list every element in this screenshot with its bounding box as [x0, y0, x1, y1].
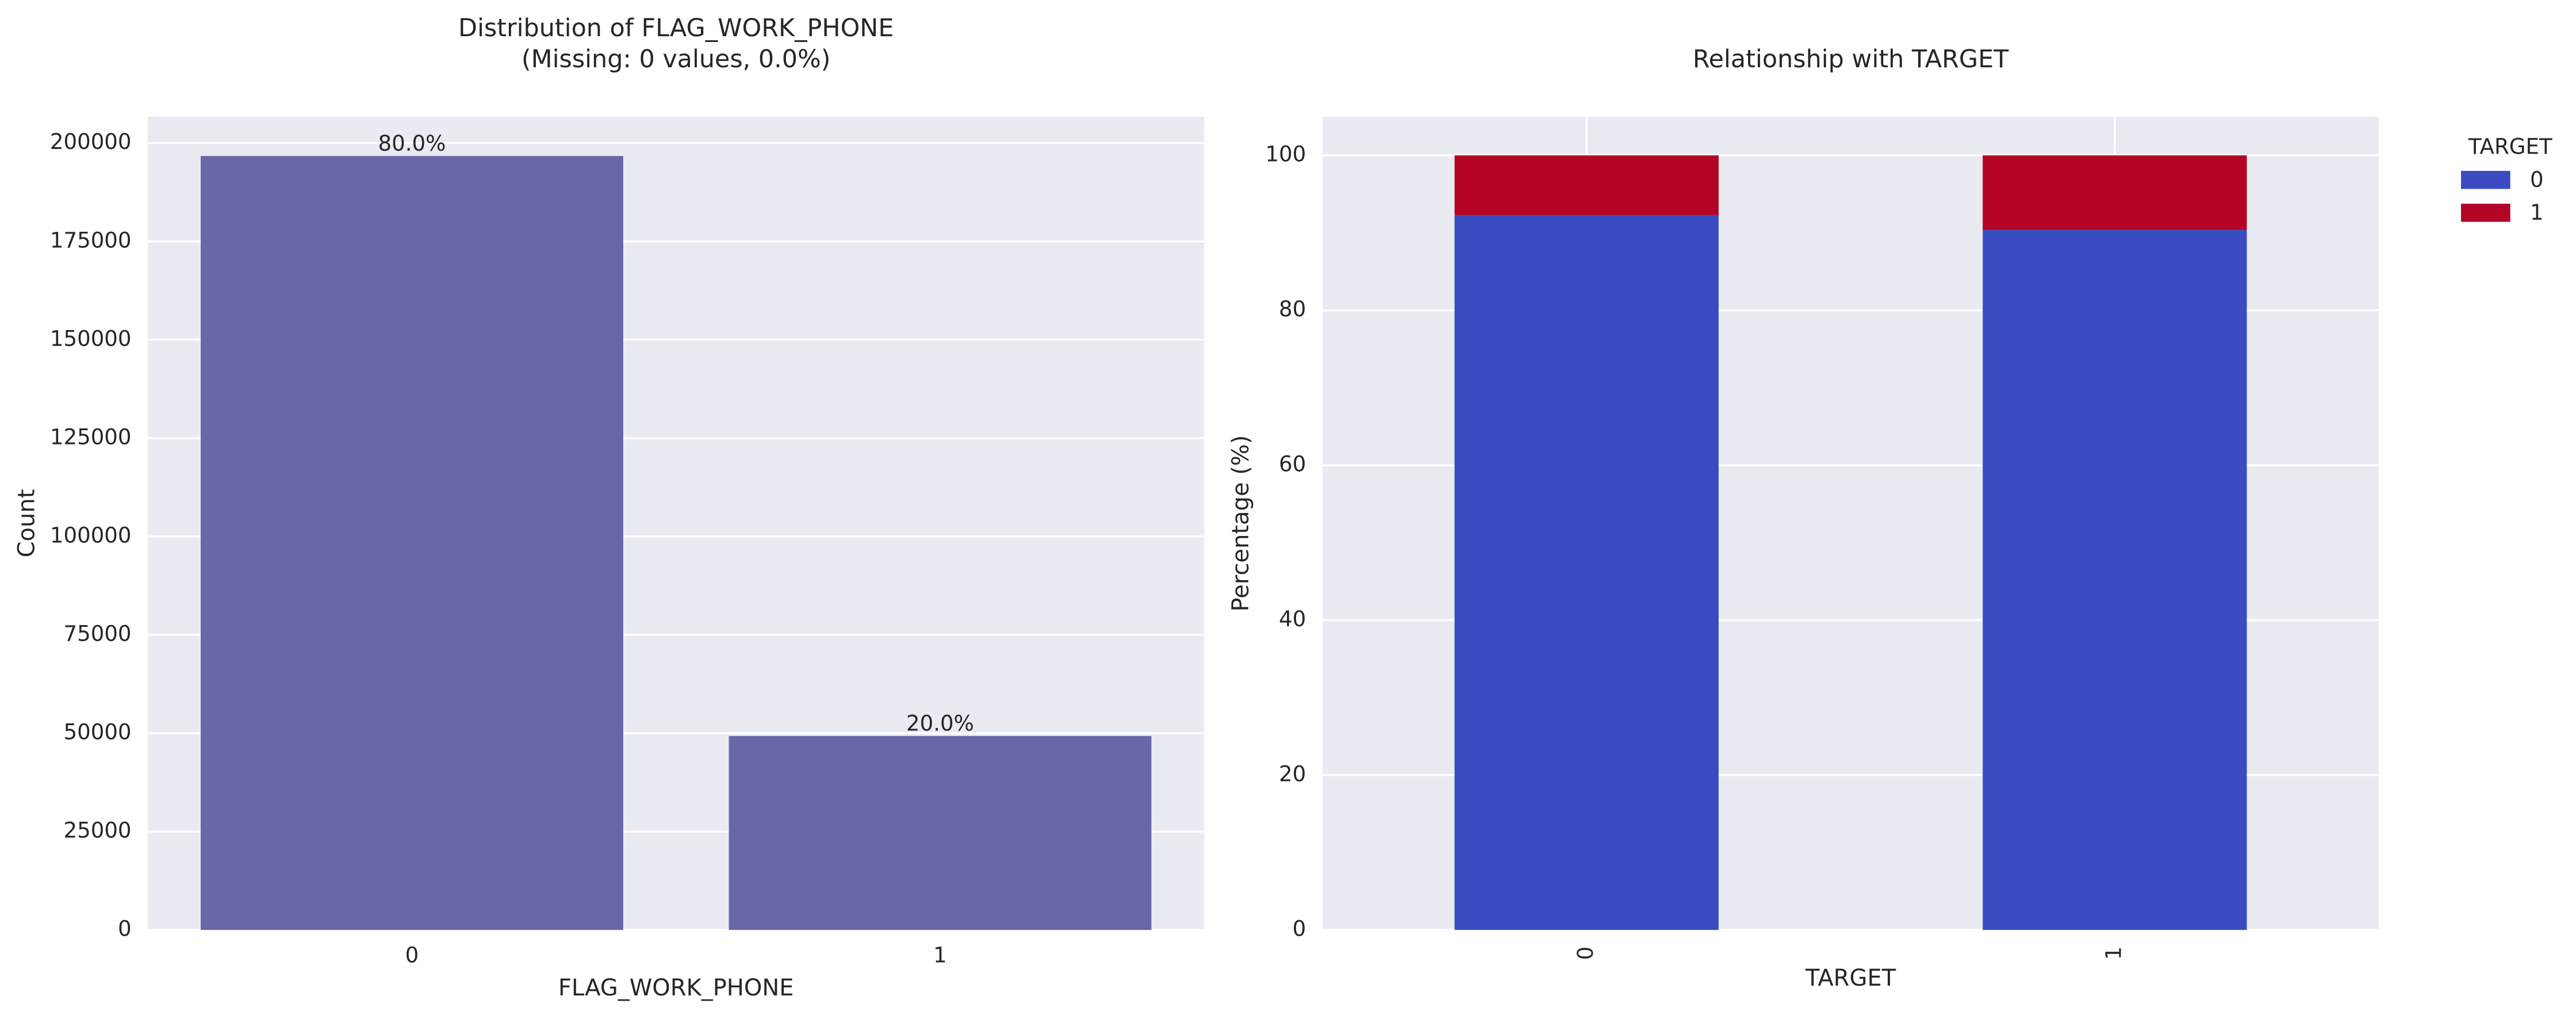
x-tick-label: 0 [1573, 947, 1598, 960]
chart-title: (Missing: 0 values, 0.0%) [522, 45, 831, 74]
x-tick-label: 0 [405, 943, 419, 967]
y-tick-label: 0 [118, 917, 132, 941]
value-label: 20.0% [906, 711, 974, 735]
y-tick-label: 125000 [50, 424, 132, 449]
y-tick-label: 20 [1279, 761, 1306, 786]
y-axis-label: Count [14, 489, 40, 558]
y-tick-label: 40 [1279, 607, 1306, 631]
bar-segment [1454, 155, 1719, 215]
x-tick-label: 1 [2101, 947, 2126, 960]
y-tick-label: 200000 [50, 129, 132, 154]
x-tick-label: 1 [933, 943, 947, 967]
bar-segment [1454, 214, 1719, 930]
y-tick-label: 60 [1279, 451, 1306, 476]
legend-swatch [2461, 204, 2510, 222]
legend-swatch [2461, 171, 2510, 189]
y-tick-label: 0 [1293, 917, 1306, 941]
y-tick-label: 175000 [50, 228, 132, 252]
chart-title: Relationship with TARGET [1693, 45, 2009, 74]
y-tick-label: 80 [1279, 297, 1306, 321]
chart-title: Distribution of FLAG_WORK_PHONE [458, 14, 894, 43]
y-tick-label: 75000 [63, 621, 131, 646]
legend-title: TARGET [2468, 135, 2552, 159]
bar-segment [1983, 229, 2247, 930]
value-label: 80.0% [378, 131, 446, 156]
y-tick-label: 100 [1266, 142, 1306, 167]
y-tick-label: 150000 [50, 326, 132, 351]
x-axis-label: FLAG_WORK_PHONE [558, 975, 794, 1001]
bar [201, 156, 623, 930]
y-tick-label: 100000 [50, 523, 132, 547]
legend-label: 0 [2530, 167, 2544, 192]
y-axis-label: Percentage (%) [1228, 435, 1254, 612]
y-tick-label: 50000 [63, 720, 131, 745]
bar-segment [1983, 155, 2247, 230]
y-tick-label: 25000 [63, 818, 131, 843]
bar [729, 735, 1152, 930]
x-axis-label: TARGET [1805, 965, 1896, 991]
legend-label: 1 [2530, 200, 2544, 225]
